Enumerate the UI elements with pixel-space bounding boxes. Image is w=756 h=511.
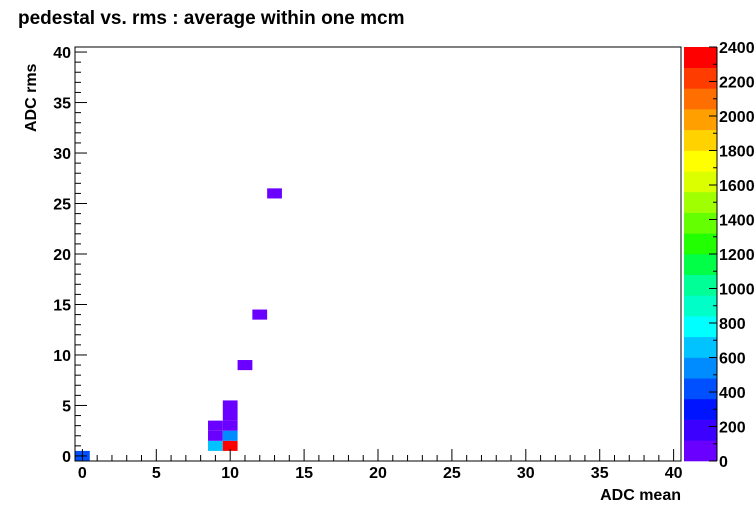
x-tick-label: 10 (221, 465, 239, 482)
heatmap-cell-2 (222, 440, 238, 451)
color-scale-step (684, 357, 717, 379)
heatmap-cell-3 (208, 430, 223, 441)
color-scale-step (684, 129, 717, 151)
heatmap-cell-5 (208, 420, 223, 431)
y-tick-label: 5 (62, 398, 71, 415)
color-scale-step (684, 274, 717, 296)
z-tick-label: 2400 (719, 40, 755, 57)
y-axis-label: ADC rms (23, 63, 40, 132)
color-scale-step (684, 191, 717, 213)
z-tick-label: 800 (719, 316, 746, 333)
color-scale-step (684, 316, 717, 338)
heatmap-cell-11 (267, 188, 282, 199)
heatmap-cell-4 (222, 430, 238, 441)
z-tick-label: 1000 (719, 282, 755, 299)
heatmap-cell-6 (222, 420, 238, 431)
x-axis: 0 5 10 15 20 25 30 35 40 (78, 449, 683, 482)
heatmap-cell-8 (222, 400, 238, 411)
z-tick-label: 2200 (719, 75, 755, 92)
y-tick-label: 35 (53, 96, 71, 113)
color-scale-step (684, 88, 717, 110)
color-scale-step (684, 378, 717, 400)
x-tick-label: 40 (665, 465, 683, 482)
color-scale-step (684, 336, 717, 358)
x-tick-label: 0 (78, 465, 87, 482)
z-tick-label: 1400 (719, 213, 755, 230)
y-tick-label: 40 (53, 45, 71, 62)
heatmap-cell-1 (208, 440, 223, 451)
x-tick-label: 20 (369, 465, 387, 482)
x-tick-label: 30 (517, 465, 535, 482)
color-scale-step (684, 254, 717, 275)
heatmap-cell-7 (222, 410, 238, 421)
y-tick-label: 30 (53, 146, 71, 163)
z-tick-label: 200 (719, 420, 746, 437)
color-scale-step (684, 398, 717, 420)
color-scale-step (684, 295, 717, 317)
y-tick-label: 15 (53, 297, 71, 314)
chart-title: pedestal vs. rms : average within one mc… (18, 8, 404, 29)
color-scale-step (684, 212, 717, 234)
y-tick-label: 25 (53, 197, 71, 214)
y-tick-label: 10 (53, 348, 71, 365)
color-scale-step (684, 150, 717, 172)
heatmap-cells (75, 188, 282, 461)
x-tick-label: 25 (443, 465, 461, 482)
z-tick-label: 600 (719, 351, 746, 368)
heatmap-cell-10 (252, 309, 268, 320)
color-scale-step (684, 67, 717, 89)
z-tick-label: 1800 (719, 144, 755, 161)
color-scale-bar: 0 200 400 600 800 1000 1200 1400 1600 1800 2000 220… (684, 40, 755, 471)
color-scale-step (684, 47, 717, 68)
z-tick-label: 400 (719, 385, 746, 402)
color-scale-step (684, 109, 717, 131)
x-tick-label: 15 (295, 465, 313, 482)
color-scale-step (684, 233, 717, 255)
heatmap-cell-9 (237, 360, 253, 371)
z-tick-label: 1200 (719, 247, 755, 264)
z-tick-label: 0 (719, 454, 728, 471)
x-axis-label: ADC mean (600, 487, 681, 504)
color-scale-step (684, 171, 717, 193)
color-scale-step (684, 440, 717, 462)
z-tick-label: 2000 (719, 109, 755, 126)
color-scale-step (684, 419, 717, 441)
y-tick-label: 0 (62, 449, 71, 466)
x-tick-label: 35 (591, 465, 609, 482)
y-axis: 0 5 10 15 20 25 30 35 40 (53, 45, 87, 466)
y-tick-label: 20 (53, 247, 71, 264)
z-tick-label: 1600 (719, 178, 755, 195)
plot-frame (74, 46, 682, 462)
x-tick-label: 5 (152, 465, 161, 482)
